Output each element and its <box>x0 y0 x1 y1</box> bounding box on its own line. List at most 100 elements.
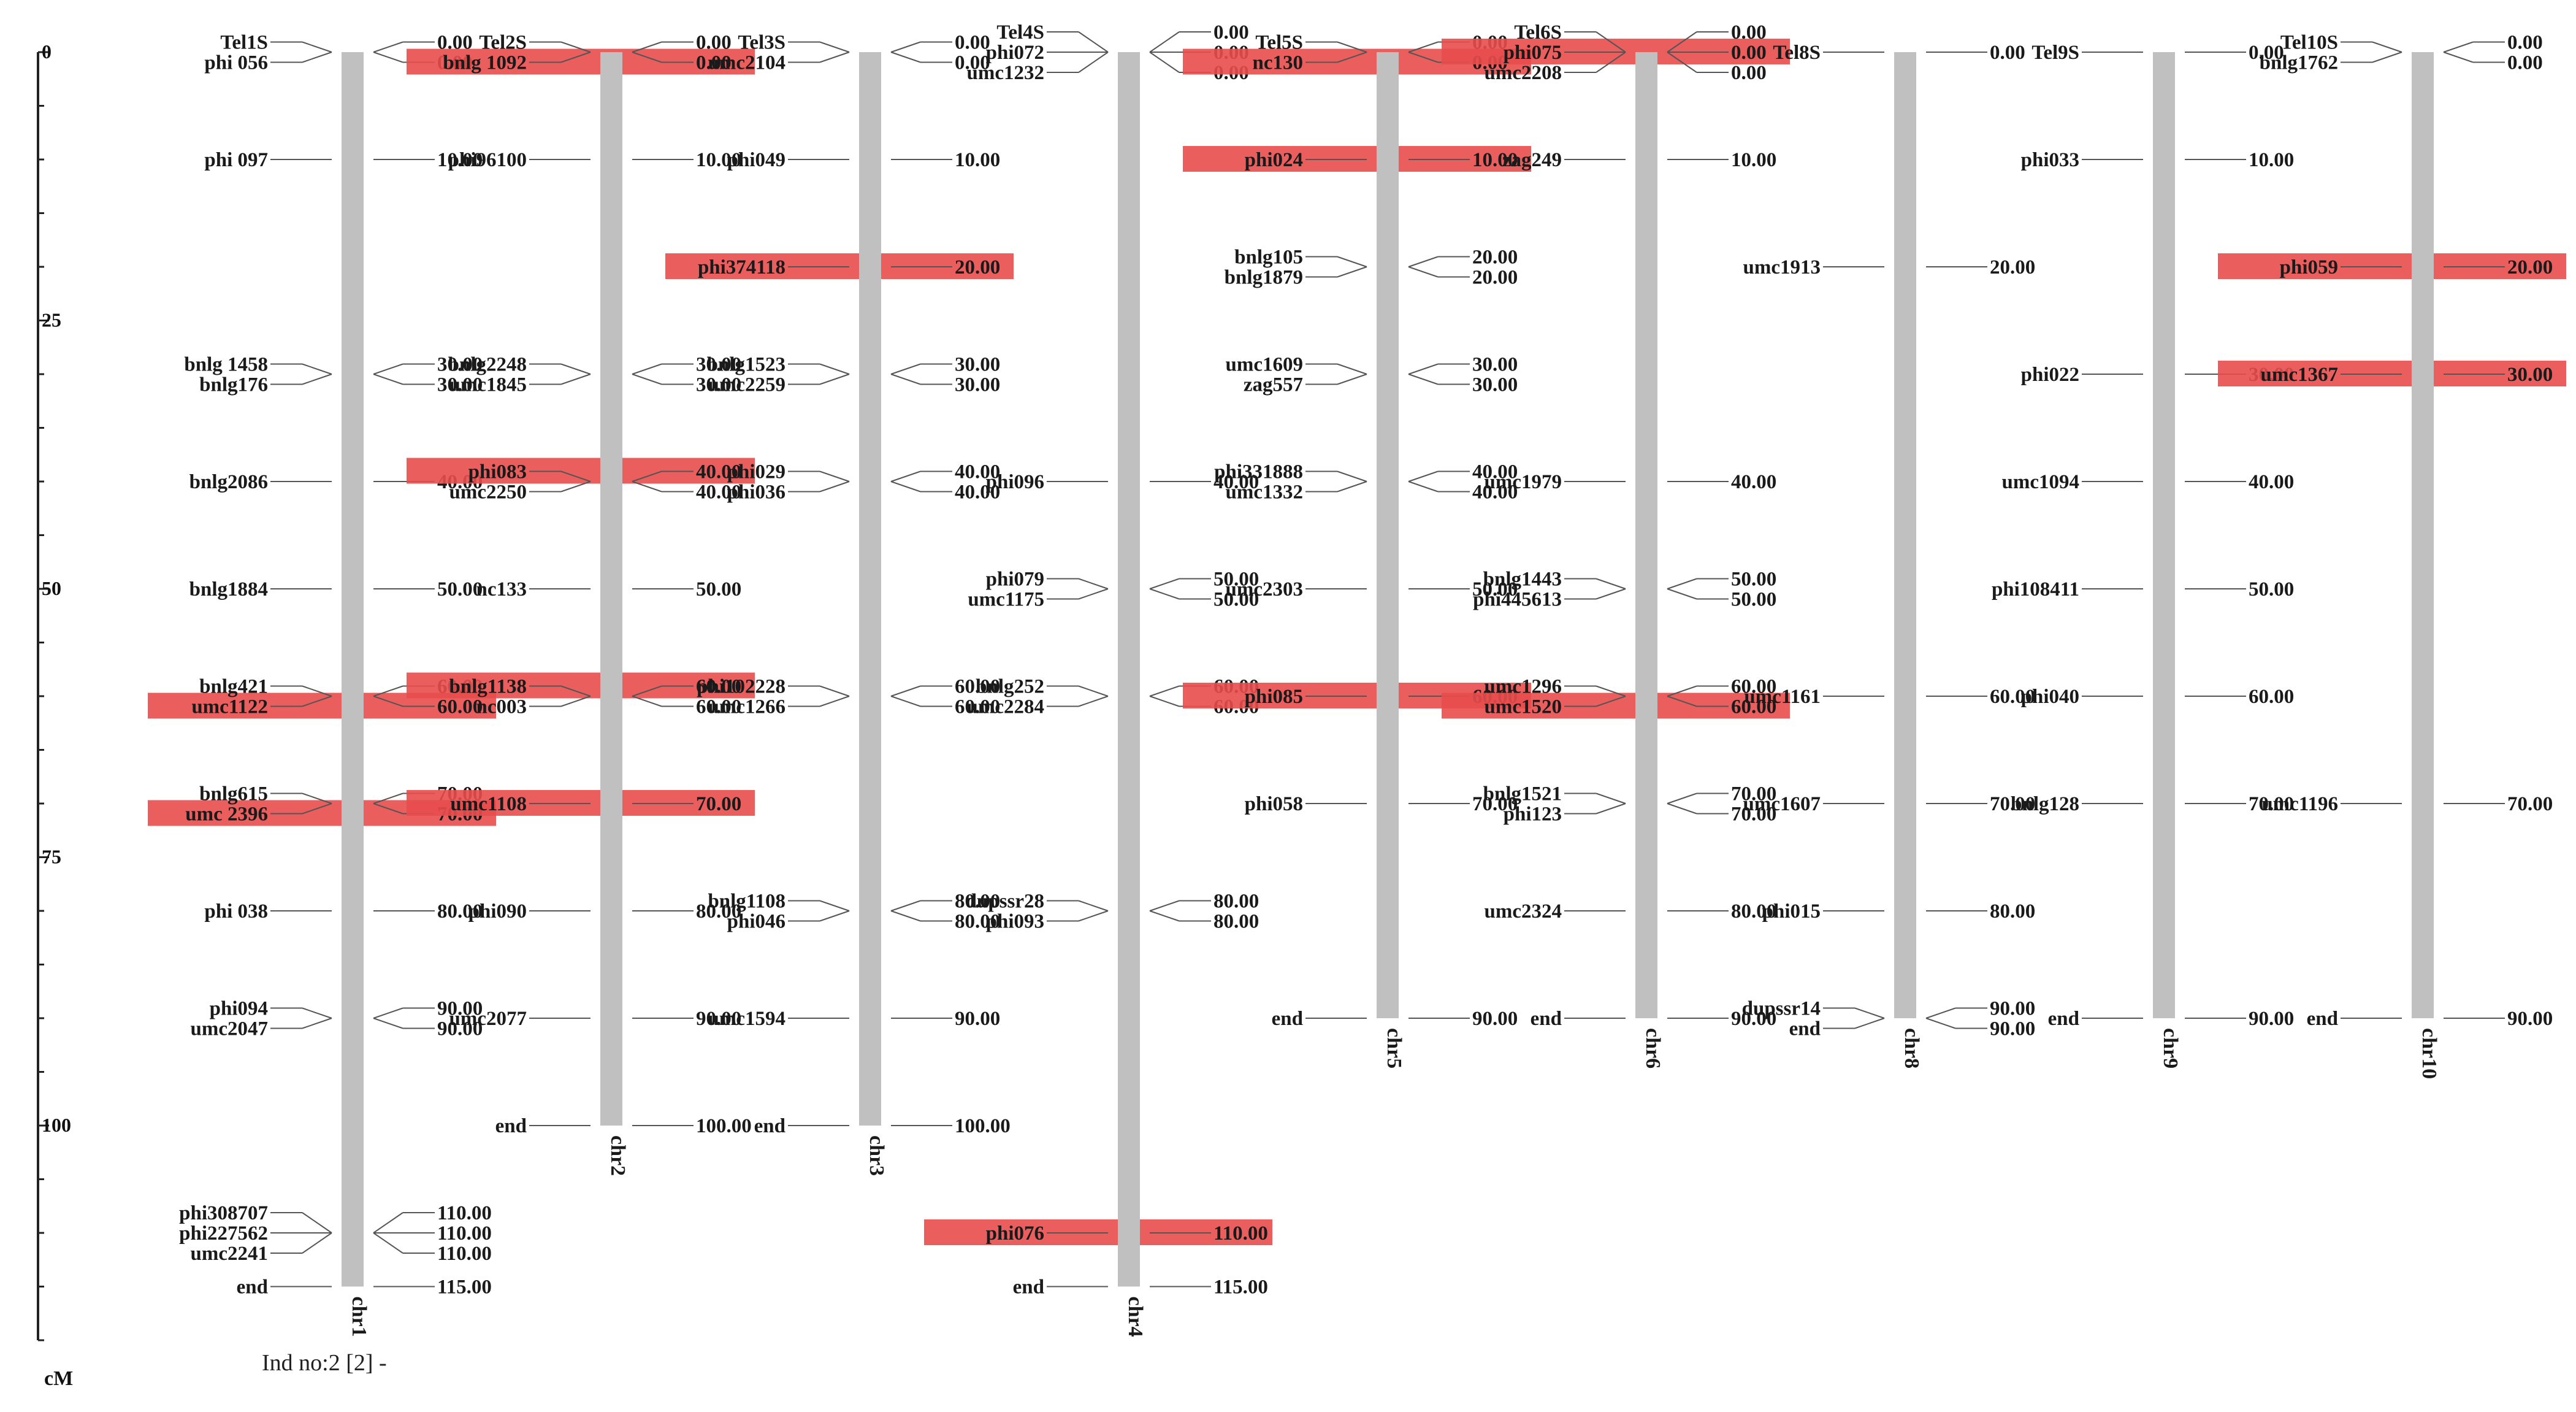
position-connector <box>632 685 662 697</box>
marker-connector <box>1337 266 1367 278</box>
marker-name: phi374118 <box>698 256 785 278</box>
marker-connector <box>560 374 591 385</box>
marker-position: 90.00 <box>1990 998 2035 1020</box>
position-connector <box>1408 266 1439 278</box>
position-connector <box>632 52 662 63</box>
marker-position: 110.00 <box>1213 1222 1268 1245</box>
marker-position: 40.00 <box>1731 471 1776 493</box>
marker-position: 70.00 <box>1472 793 1518 815</box>
marker-connector <box>2372 41 2402 53</box>
marker-name: phi072 <box>986 42 1044 64</box>
marker-position: 0.00 <box>1990 42 2025 64</box>
chromosome-label: chr5 <box>1383 1028 1405 1069</box>
position-connector <box>1408 470 1439 482</box>
marker-name: bnlg2086 <box>189 471 268 493</box>
marker-connector <box>1854 1018 1885 1029</box>
marker-name: bnlg2248 <box>448 354 527 376</box>
marker-connector <box>1337 41 1367 53</box>
marker-position: 0.00 <box>955 32 990 54</box>
marker-position: 40.00 <box>2249 471 2294 493</box>
position-connector <box>373 1212 403 1234</box>
marker-name: umc1979 <box>1485 471 1562 493</box>
position-connector <box>1667 578 1697 589</box>
chromosome-chr4: chr4Tel4S0.00phi0720.00umc12320.00phi096… <box>924 21 1272 1337</box>
marker-position: 20.00 <box>1990 256 2035 278</box>
marker-name: umc1161 <box>1744 686 1821 708</box>
position-connector <box>373 685 403 697</box>
marker-connector <box>819 696 850 707</box>
marker-name: bnlg1443 <box>1483 569 1562 591</box>
marker-position: 20.00 <box>955 256 1000 278</box>
highlight-box <box>407 672 755 699</box>
position-connector <box>1149 696 1180 707</box>
marker-connector <box>302 374 332 385</box>
marker-position: 30.00 <box>696 354 741 376</box>
marker-name: phi058 <box>1245 793 1303 815</box>
marker-position: 70.00 <box>696 793 741 815</box>
marker-name: phi040 <box>2021 686 2079 708</box>
highlight-box <box>407 48 755 75</box>
marker-position: 90.00 <box>696 1008 741 1030</box>
marker-position: 80.00 <box>437 900 483 923</box>
marker-connector <box>302 41 332 53</box>
marker-name: umc2284 <box>967 696 1045 718</box>
marker-connector <box>560 685 591 697</box>
marker-name: phi076 <box>986 1222 1044 1245</box>
marker-name: phi 038 <box>204 900 268 923</box>
marker-connector <box>1078 578 1109 589</box>
position-connector <box>2443 52 2474 63</box>
marker-position: 40.00 <box>1213 471 1259 493</box>
marker-connector <box>302 1212 332 1234</box>
marker-name: dupssr28 <box>966 891 1044 913</box>
marker-name: umc1367 <box>2261 364 2339 386</box>
marker-connector <box>302 363 332 375</box>
marker-position: 10.00 <box>2249 149 2294 171</box>
chromosome-bar <box>1118 52 1140 1287</box>
position-connector <box>1408 41 1439 53</box>
marker-name: phi024 <box>1245 149 1303 171</box>
marker-name: bnlg1762 <box>2260 52 2338 74</box>
marker-name: phi075 <box>1504 42 1562 64</box>
marker-position: 0.00 <box>1213 21 1249 44</box>
marker-position: 50.00 <box>1213 569 1259 591</box>
marker-connector <box>560 481 591 493</box>
marker-name: Tel1S <box>220 32 268 54</box>
position-connector <box>1149 685 1180 697</box>
marker-name: bnlg1521 <box>1483 783 1562 805</box>
marker-position: 110.00 <box>437 1243 492 1265</box>
marker-position: 50.00 <box>1472 578 1518 600</box>
marker-connector <box>1596 588 1626 600</box>
marker-name: umc1175 <box>968 589 1044 611</box>
marker-name: end <box>2307 1008 2338 1030</box>
marker-name: end <box>1013 1276 1044 1299</box>
marker-name: phi227562 <box>179 1222 268 1245</box>
marker-position: 90.00 <box>1472 1008 1518 1030</box>
marker-name: phi308707 <box>179 1202 268 1224</box>
marker-position: 100.00 <box>955 1115 1011 1137</box>
marker-position: 10.00 <box>1731 149 1776 171</box>
marker-name: phi96100 <box>448 149 527 171</box>
marker-name: umc1266 <box>708 696 786 718</box>
marker-position: 20.00 <box>2507 256 2553 278</box>
marker-connector <box>819 363 850 375</box>
marker-connector <box>560 52 591 63</box>
marker-position: 50.00 <box>1213 589 1259 611</box>
position-connector <box>373 792 403 804</box>
marker-position: 0.00 <box>696 52 732 74</box>
marker-name: phi085 <box>1245 686 1303 708</box>
marker-position: 60.00 <box>955 696 1000 718</box>
marker-connector <box>1596 803 1626 815</box>
marker-name: Tel3S <box>738 32 785 54</box>
marker-position: 90.00 <box>955 1008 1000 1030</box>
marker-position: 90.00 <box>437 998 483 1020</box>
marker-position: 115.00 <box>437 1276 492 1299</box>
marker-name: umc1094 <box>2002 471 2080 493</box>
position-connector <box>1408 481 1439 493</box>
chromosome-label: chr10 <box>2418 1028 2440 1079</box>
position-connector <box>373 1018 403 1029</box>
marker-name: bnlg1108 <box>708 891 785 913</box>
marker-position: 100.00 <box>696 1115 752 1137</box>
marker-position: 70.00 <box>1990 793 2035 815</box>
